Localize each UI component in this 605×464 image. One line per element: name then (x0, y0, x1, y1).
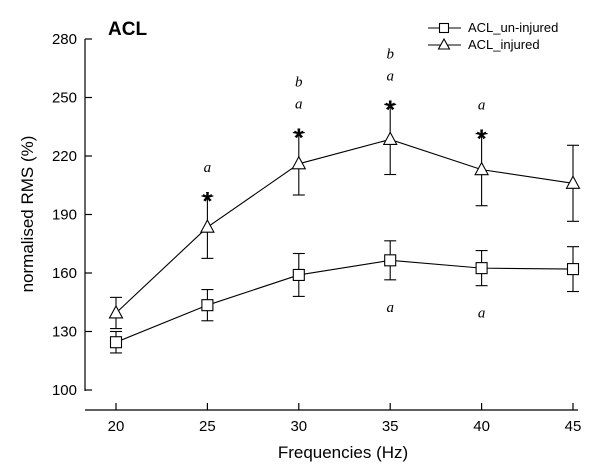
legend-triangle-icon (437, 37, 451, 50)
annotation-letter: a (295, 97, 303, 113)
legend-label-injured: ACL_injured (468, 37, 540, 52)
data-point-triangle (108, 304, 124, 319)
data-point-triangle (382, 131, 398, 145)
data-point-square (566, 263, 580, 276)
data-point-square (201, 299, 214, 312)
legend-label-un-injured: ACL_un-injured (468, 20, 558, 35)
significance-star: * (294, 123, 305, 153)
annotation-letter: a (386, 68, 394, 84)
data-point-square (292, 268, 305, 282)
annotation-letter: a (386, 300, 394, 316)
data-point-triangle (199, 219, 215, 233)
chart-title: ACL (108, 19, 147, 40)
data-point-triangle (474, 161, 490, 176)
series-triangle (108, 103, 581, 330)
annotation-layer: *a*ab*ab*aa a (202, 46, 487, 321)
y-ticks: 100 130 160 190 220 250 280 (52, 31, 92, 399)
y-tick-label: 100 (52, 382, 77, 399)
significance-star: * (202, 186, 213, 216)
data-point-square (475, 262, 488, 275)
significance-star: * (385, 94, 396, 124)
data-point-triangle (565, 175, 581, 189)
x-tick-label: 20 (108, 418, 125, 435)
y-tick-label: 190 (52, 207, 77, 224)
y-axis-title: normalised RMS (%) (18, 136, 37, 293)
y-tick-label: 280 (52, 31, 77, 48)
data-point-triangle (291, 155, 307, 170)
annotation-letter: b (386, 46, 394, 62)
x-axis-title: Frequencies (Hz) (278, 443, 408, 462)
series-line (115, 259, 574, 343)
data-point-square (109, 336, 123, 349)
y-tick-label: 130 (52, 324, 77, 341)
x-tick-label: 35 (382, 418, 399, 435)
data-point-square (384, 254, 397, 267)
legend: ACL_un-injured ACL_injured (428, 20, 558, 52)
x-tick-label: 45 (565, 418, 582, 435)
significance-star: * (477, 124, 488, 154)
x-tick-label: 30 (290, 418, 307, 435)
series-layer (108, 103, 581, 354)
y-tick-label: 220 (52, 148, 77, 165)
x-ticks: 20 25 30 35 40 45 (108, 403, 582, 435)
series-line (115, 138, 574, 314)
annotation-letter: a (478, 306, 486, 322)
annotation-letter: a (204, 160, 212, 176)
x-tick-label: 25 (199, 418, 216, 435)
legend-square-icon (438, 22, 450, 34)
annotation-letter: b (295, 75, 303, 91)
axes (84, 39, 578, 411)
y-tick-label: 160 (52, 265, 77, 282)
x-tick-label: 40 (473, 418, 490, 435)
y-tick-label: 250 (52, 90, 77, 107)
annotation-letter: a (478, 98, 486, 114)
series-square (109, 240, 580, 354)
